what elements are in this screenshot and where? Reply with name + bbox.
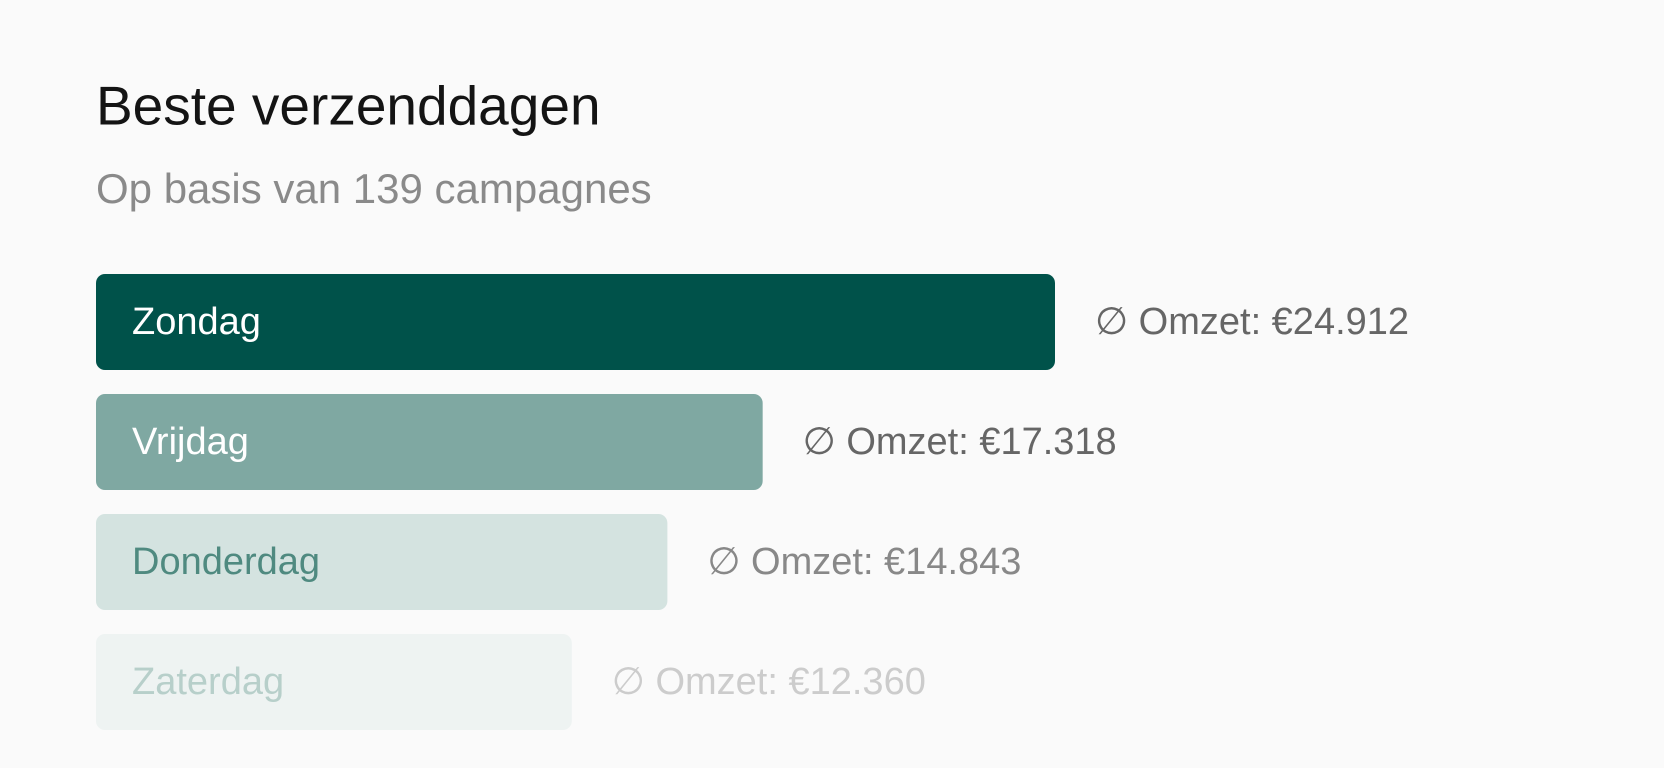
chart-subtitle: Op basis van 139 campagnes	[96, 165, 652, 212]
value-label: ∅ Omzet: €17.318	[803, 421, 1117, 463]
bar	[96, 514, 668, 610]
value-label: ∅ Omzet: €12.360	[612, 661, 926, 703]
bar	[96, 394, 763, 490]
bar-label: Zondag	[132, 301, 261, 343]
bar-label: Donderdag	[132, 541, 320, 583]
value-label: ∅ Omzet: €24.912	[1095, 301, 1409, 343]
bar-label: Vrijdag	[132, 421, 249, 463]
value-label: ∅ Omzet: €14.843	[707, 541, 1021, 583]
bar	[96, 634, 572, 730]
bar-label: Zaterdag	[132, 661, 284, 703]
chart-title: Beste verzenddagen	[96, 75, 601, 137]
bar	[96, 274, 1055, 370]
